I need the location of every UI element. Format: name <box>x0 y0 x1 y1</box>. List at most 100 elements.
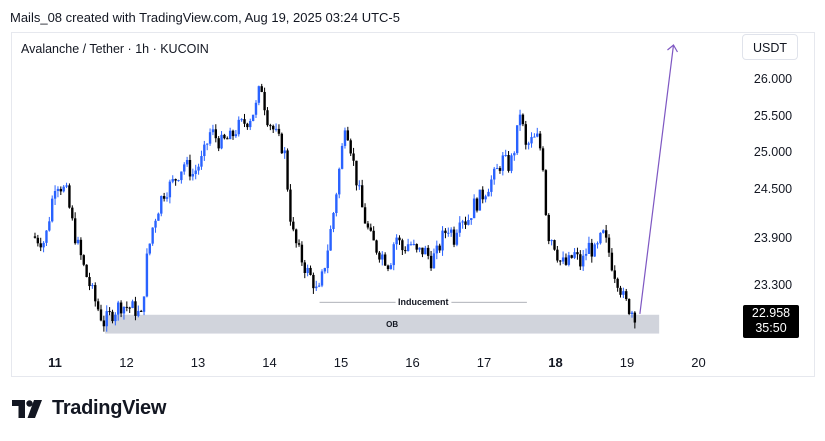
candle-body <box>51 198 54 222</box>
candle-body <box>527 143 530 145</box>
candle-body <box>369 227 372 231</box>
candle-body <box>398 237 401 241</box>
time-tick-label: 11 <box>48 355 62 370</box>
candle-body <box>559 260 562 262</box>
candle-body <box>444 230 447 234</box>
candle-body <box>266 110 269 126</box>
candle-body <box>246 123 249 128</box>
candle-body <box>102 320 106 327</box>
candle-body <box>231 130 235 137</box>
candle-body <box>326 250 329 269</box>
candle-body <box>168 181 172 198</box>
candle-body <box>223 134 226 139</box>
candle-body <box>449 229 453 233</box>
candle-body <box>452 229 456 245</box>
candle-body <box>53 190 57 199</box>
candle-body <box>33 236 37 238</box>
candle-body <box>616 278 619 288</box>
candle-body <box>490 179 493 192</box>
candle-body <box>36 237 40 244</box>
candle-body <box>547 214 550 242</box>
tradingview-logo-icon <box>12 399 42 418</box>
candle-body <box>154 220 157 228</box>
candle-body <box>343 130 347 146</box>
time-tick-label: 14 <box>262 355 276 370</box>
candle-body <box>59 188 63 192</box>
candle-body <box>283 150 286 154</box>
candle-body <box>613 270 616 279</box>
candle-body <box>76 239 80 244</box>
time-tick-label: 16 <box>405 355 419 370</box>
candle-body <box>191 174 195 177</box>
candle-body <box>484 196 487 200</box>
candle-body <box>306 267 309 273</box>
candle-body <box>320 271 324 286</box>
candle-body <box>332 213 335 230</box>
candle-body <box>56 188 60 191</box>
price-tick-label: 23.300 <box>754 278 792 292</box>
candle-body <box>409 244 413 246</box>
candle-body <box>389 265 393 270</box>
candle-body <box>504 155 507 157</box>
candle-body <box>421 247 424 255</box>
symbol-title[interactable]: Avalanche / Tether · 1h · KUCOIN <box>21 42 209 56</box>
candle-body <box>323 268 327 272</box>
annotations-layer: Inducement <box>319 44 678 315</box>
price-axis: 26.000 25.500 25.000 24.500 23.900 23.300 <box>754 72 792 292</box>
candle-body <box>237 119 240 135</box>
price-tick-label: 23.900 <box>754 231 792 245</box>
tradingview-brand[interactable]: TradingView <box>12 397 166 420</box>
candle-body <box>128 307 131 309</box>
candle-body <box>274 128 278 130</box>
candle-body <box>561 257 565 262</box>
candle-body <box>200 156 203 167</box>
candle-body <box>280 133 284 154</box>
candle-body <box>461 221 464 223</box>
time-tick-label: 13 <box>191 355 205 370</box>
candle-body <box>71 207 74 219</box>
candle-body <box>269 125 272 127</box>
candle-body <box>501 155 505 171</box>
candle-body <box>335 194 338 214</box>
candle-body <box>42 242 45 248</box>
candle-body <box>381 254 384 260</box>
candle-body <box>544 170 548 215</box>
candle-body <box>117 302 120 315</box>
candle-body <box>226 138 229 140</box>
candle-body <box>174 179 177 181</box>
candle-body <box>315 286 318 289</box>
candle-body <box>630 312 634 314</box>
candle-body <box>358 185 361 187</box>
candle-body <box>383 254 387 266</box>
candle-body <box>254 102 258 115</box>
candle-body <box>286 150 289 190</box>
currency-button[interactable]: USDT <box>742 34 798 60</box>
candle-body <box>108 311 111 313</box>
candle-body <box>366 223 370 228</box>
candle-body <box>240 119 243 121</box>
candle-body <box>125 306 129 308</box>
candle-body <box>498 168 502 171</box>
candle-body <box>602 230 605 233</box>
candle-body <box>65 185 68 187</box>
candle-body <box>272 125 275 130</box>
candle-body <box>518 114 522 126</box>
candle-body <box>194 170 197 175</box>
candle-body <box>424 247 427 255</box>
candle-body <box>263 91 266 111</box>
candle-body <box>165 197 169 199</box>
price-tick-label: 25.000 <box>754 145 792 159</box>
candle-body <box>309 267 312 275</box>
candle-body <box>538 133 542 149</box>
candle-body <box>171 179 174 182</box>
candle-body <box>386 265 390 270</box>
candle-body <box>211 129 215 133</box>
candle-body <box>360 185 364 208</box>
candle-body <box>122 306 126 314</box>
candle-body <box>521 114 525 125</box>
candle-body <box>493 168 496 180</box>
candle-body <box>68 185 71 208</box>
candle-body <box>145 253 149 297</box>
candle-body <box>593 244 596 257</box>
